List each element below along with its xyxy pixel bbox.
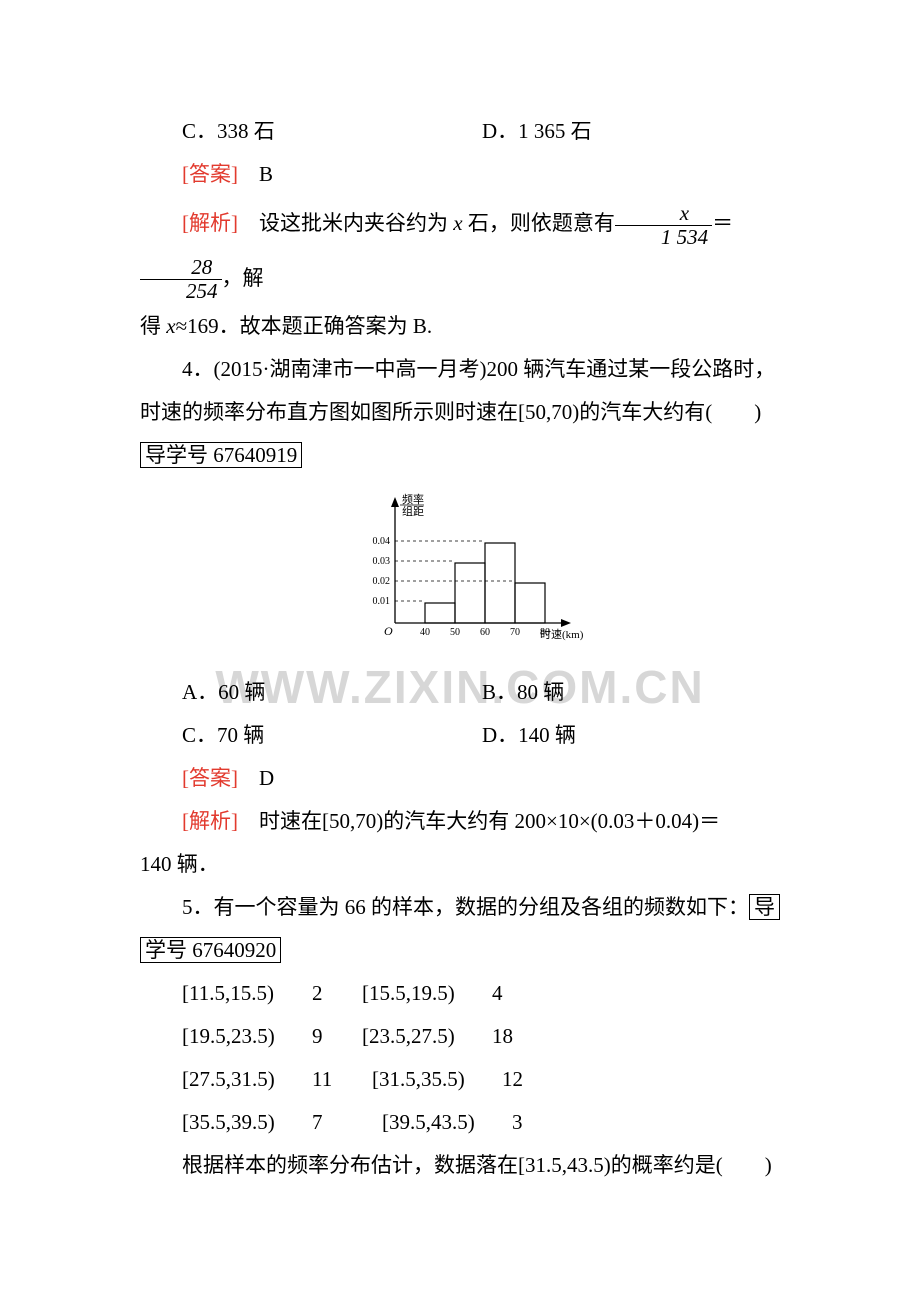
q5-data-row-2: [27.5,31.5)11[31.5,35.5)12 — [140, 1058, 800, 1101]
explain-label: [解析] — [182, 211, 238, 235]
chart-ylabel-bot: 组距 — [402, 504, 424, 518]
svg-text:0.04: 0.04 — [373, 536, 391, 547]
svg-text:O: O — [384, 624, 393, 638]
q4-expl-line1: [解析] 时速在[50,70)的汽车大约有 200×10×(0.03＋0.04)… — [140, 800, 800, 843]
q3-option-d: D．1 365 石 — [482, 110, 592, 153]
answer-label: [答案] — [182, 766, 238, 790]
svg-text:0.03: 0.03 — [373, 556, 391, 567]
q5-stem-end: 根据样本的频率分布估计，数据落在[31.5,43.5)的概率约是( ) — [140, 1144, 800, 1187]
q4-option-c: C．70 辆 — [182, 714, 482, 757]
q5-stem: 5．有一个容量为 66 的样本，数据的分组及各组的频数如下：导 — [140, 886, 800, 929]
q4-options-cd: C．70 辆 D．140 辆 — [140, 714, 800, 757]
q3-options-cd: C．338 石 D．1 365 石 — [140, 110, 800, 153]
q3-answer-val: B — [238, 162, 273, 186]
svg-text:50: 50 — [450, 627, 460, 638]
q4-stem-line2: 时速的频率分布直方图如图所示则时速在[50,70)的汽车大约有( ) — [140, 391, 800, 434]
svg-text:0.01: 0.01 — [373, 596, 391, 607]
q4-answer: [答案] D — [140, 757, 800, 800]
q5-data-row-0: [11.5,15.5)2[15.5,19.5)4 — [140, 972, 800, 1015]
svg-text:70: 70 — [510, 627, 520, 638]
explain-label: [解析] — [182, 809, 238, 833]
svg-text:0.02: 0.02 — [373, 576, 391, 587]
guide-number-box: 导学号 67640919 — [140, 442, 302, 468]
q4-guide-line: 导学号 67640919 — [140, 434, 800, 477]
q4-stem-line1: 4．(2015·湖南津市一中高一月考)200 辆汽车通过某一段公路时， — [140, 348, 800, 391]
q3-answer: [答案] B — [140, 153, 800, 196]
answer-label: [答案] — [182, 162, 238, 186]
q3-option-c: C．338 石 — [182, 110, 482, 153]
q5-data-row-1: [19.5,23.5)9[23.5,27.5)18 — [140, 1015, 800, 1058]
q4-expl-line2: 140 辆． — [140, 843, 800, 886]
q3-explanation-line2: 得 x≈169．故本题正确答案为 B. — [140, 305, 800, 348]
q4-option-b: B．80 辆 — [482, 671, 564, 714]
guide-box-part1: 导 — [749, 894, 780, 920]
guide-box-part2: 学号 67640920 — [140, 937, 281, 963]
svg-text:40: 40 — [420, 627, 430, 638]
q4-options-ab: A．60 辆 B．80 辆 — [140, 671, 800, 714]
q3-explanation-line1: [解析] 设这批米内夹谷约为 x 石，则依题意有x1 534＝28254，解 — [140, 196, 800, 305]
svg-text:60: 60 — [480, 627, 490, 638]
chart-ylabel-top: 频率 — [402, 492, 424, 506]
q5-data-row-3: [35.5,39.5)7[39.5,43.5)3 — [140, 1101, 800, 1144]
svg-text:80: 80 — [540, 627, 550, 638]
q4-option-d: D．140 辆 — [482, 714, 576, 757]
q5-guide-cont: 学号 67640920 — [140, 929, 800, 972]
q4-histogram: 频率 组距 O 时速(km) 0.01 0.02 0.03 0.04 — [140, 483, 800, 668]
q4-option-a: A．60 辆 — [182, 671, 482, 714]
